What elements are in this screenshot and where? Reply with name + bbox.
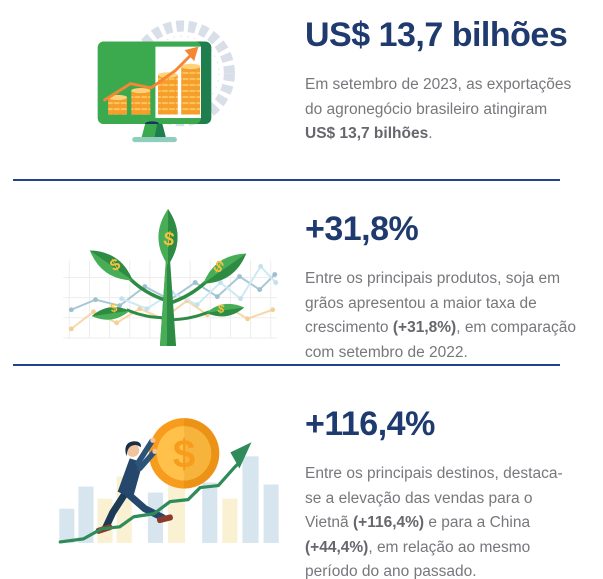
plant-icon: $ $ $ $ $ (89, 209, 247, 346)
section-destinations: $ (0, 366, 603, 579)
leaf-upper-left (89, 250, 133, 281)
section-destinations-text-block: +116,4% Entre os principais destinos, de… (305, 405, 581, 579)
headline-soy-growth: +31,8% (305, 210, 419, 248)
section-exports-total: US$ 13,7 bilhões Em setembro de 2023, as… (0, 0, 603, 179)
body-destinations-description: Entre os principais destinos, destaca-se… (305, 465, 563, 579)
section-exports-text-block: US$ 13,7 bilhões Em setembro de 2023, as… (305, 16, 581, 147)
coin-stacks-icon (108, 63, 201, 115)
growth-arrow-icon (58, 442, 252, 544)
man-pushing-coin-illustration: $ (55, 400, 287, 556)
monitor-stand-icon (132, 121, 177, 143)
monitor-coins-growth-illustration (72, 20, 244, 149)
dollar-sign-icon: $ (109, 300, 118, 315)
section-divider (13, 364, 560, 366)
businessman-figure (95, 437, 173, 534)
dollar-sign-icon: $ (217, 301, 226, 316)
leaf-lower-right (206, 303, 245, 317)
section-soy-text-block: +31,8% Entre os principais produtos, soj… (305, 210, 581, 365)
body-exports-description: Em setembro de 2023, as exportações do a… (305, 76, 572, 143)
man-pushing-coin-icon: $ (58, 418, 279, 544)
headline-destinations-growth: +116,4% (305, 405, 435, 443)
headline-exports-value: US$ 13,7 bilhões (305, 16, 568, 54)
body-soy-description: Entre os principais produtos, soja em gr… (305, 270, 576, 361)
section-soy-growth: $ $ $ $ $ +31,8% Entre os principais pro… (0, 181, 603, 364)
dollar-sign-icon: $ (162, 229, 176, 251)
section-divider (13, 179, 560, 181)
money-plant-illustration: $ $ $ $ $ (59, 205, 281, 346)
monitor-chart-icon (97, 20, 235, 143)
money-plant-icon: $ $ $ $ $ (63, 209, 279, 346)
dollar-sign-icon: $ (173, 431, 195, 476)
leaf-upper-right (203, 253, 247, 284)
growth-line-arrow-icon (103, 46, 199, 102)
leaf-top (158, 209, 178, 266)
background-line-chart-cyan (119, 264, 279, 312)
leaf-lower-left (91, 307, 130, 320)
gold-coin-icon: $ (148, 418, 220, 489)
